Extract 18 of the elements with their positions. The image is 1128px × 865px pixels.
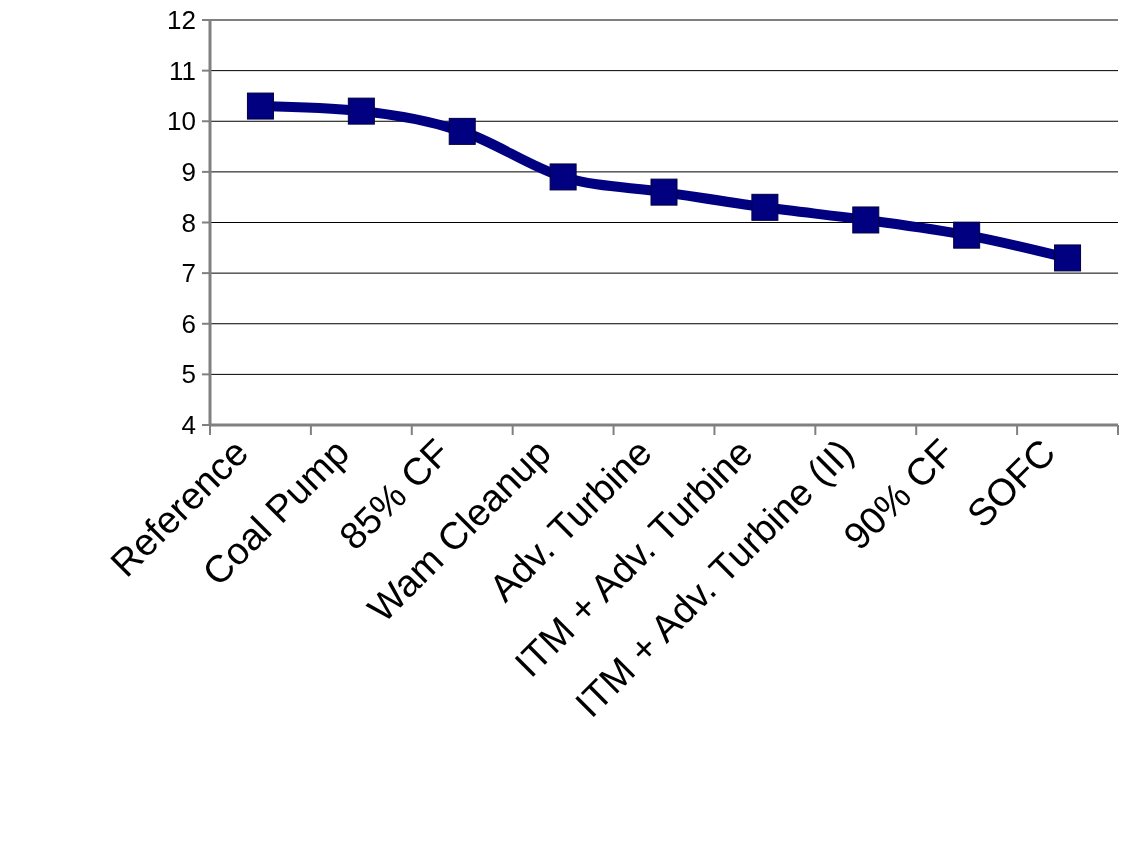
point	[953, 221, 981, 249]
point	[448, 117, 476, 145]
point	[347, 97, 375, 125]
point	[751, 193, 779, 221]
y-tick-label: 6	[181, 308, 196, 339]
y-tick-label: 9	[181, 156, 196, 187]
y-tick-label: 8	[181, 207, 196, 238]
point	[650, 178, 678, 206]
point	[852, 206, 880, 234]
point	[1054, 244, 1082, 272]
point	[549, 163, 577, 191]
y-tick-label: 10	[167, 106, 196, 137]
y-tick-label: 7	[181, 258, 196, 289]
point	[246, 92, 274, 120]
y-tick-label: 11	[169, 55, 196, 86]
y-tick-label: 4	[181, 410, 196, 441]
y-tick-label: 12	[167, 5, 196, 36]
y-tick-label: 5	[181, 359, 196, 390]
